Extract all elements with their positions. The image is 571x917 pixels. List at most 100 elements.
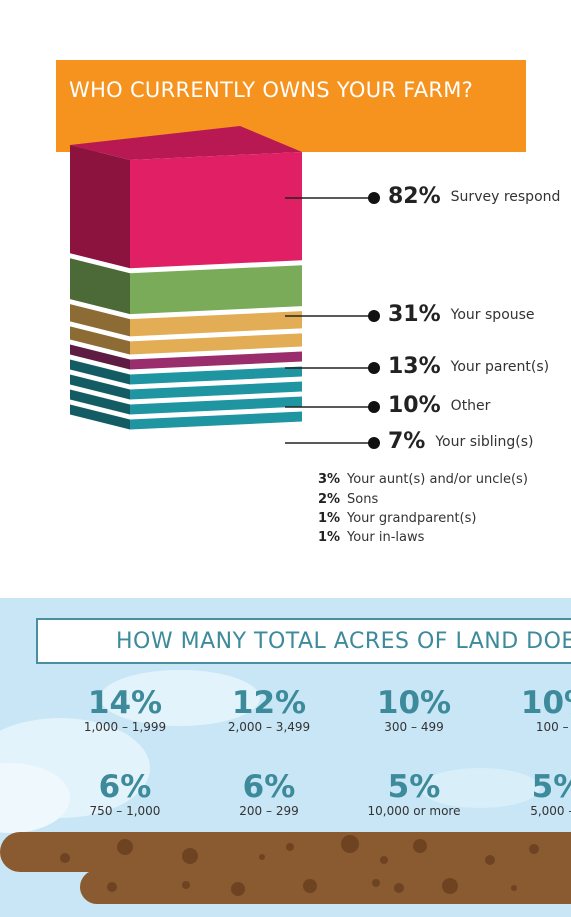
ground-spot <box>60 853 70 863</box>
bar-respondents <box>130 152 302 269</box>
acres-pct: 12% <box>231 685 307 721</box>
acres-stat-750-1000: 6% 750 – 1,000 <box>65 770 185 818</box>
owners-title: WHO CURRENTLY OWNS YOUR FARM? <box>69 78 474 102</box>
acres-stat-1000-1999: 14% 1,000 – 1,999 <box>65 686 185 734</box>
owner-pct-in-laws: 1% <box>318 530 341 545</box>
leader-parents-dot <box>368 362 380 374</box>
bar-parents <box>130 311 302 337</box>
acres-range: 200 – 299 <box>239 804 299 818</box>
acres-pct: 5% <box>531 769 571 805</box>
owner-row-grandparents: 1% Your grandparent(s) <box>318 511 476 526</box>
ground-spot <box>341 835 359 853</box>
bar-sons-side <box>70 374 130 400</box>
bar-siblings <box>130 351 302 370</box>
acres-title-box: HOW MANY TOTAL ACRES OF LAND DOES <box>36 618 571 664</box>
acres-pct: 10% <box>520 685 571 721</box>
owner-label-aunts-uncles: Your aunt(s) and/or uncle(s) <box>347 472 528 487</box>
leader-respondents-dot <box>368 192 380 204</box>
ground-spot <box>107 882 117 892</box>
owner-row-siblings: 7% Your sibling(s) <box>388 429 534 454</box>
ground-spot <box>511 885 517 891</box>
cloud-shape <box>420 768 540 808</box>
owner-pct-sons: 2% <box>318 492 341 507</box>
acres-stat-5000-7: 5% 5,000 – 7 <box>498 770 571 818</box>
owner-row-other: 10% Other <box>388 393 490 418</box>
owner-label-siblings: Your sibling(s) <box>435 433 534 450</box>
owner-label-sons: Sons <box>347 492 379 507</box>
acres-range: 750 – 1,000 <box>89 804 161 818</box>
bar-in-laws <box>130 411 302 430</box>
owner-label-grandparents: Your grandparent(s) <box>347 511 477 526</box>
owner-pct-other: 10% <box>388 393 441 418</box>
owner-row-sons: 2% Sons <box>318 492 378 507</box>
cloud-shape <box>0 763 70 833</box>
ground-spot <box>372 879 380 887</box>
ground-spot <box>286 843 294 851</box>
bar-other-side <box>70 326 130 355</box>
acres-stat-2000-3499: 12% 2,000 – 3,499 <box>209 686 329 734</box>
owner-row-spouse: 31% Your spouse <box>388 302 535 327</box>
ground-spot <box>380 856 388 864</box>
acres-range: 100 – 1 <box>535 720 571 734</box>
cloud-shape <box>100 670 260 726</box>
acres-pct: 6% <box>98 769 152 805</box>
owner-pct-grandparents: 1% <box>318 511 341 526</box>
acres-pct: 5% <box>387 769 441 805</box>
ground-strip <box>80 870 571 904</box>
acres-pct: 14% <box>87 685 163 721</box>
bar-siblings-side <box>70 344 130 370</box>
bar-grandparents-side <box>70 389 130 415</box>
owners-stack-chart <box>70 126 380 449</box>
bar-spouse-side <box>70 258 130 315</box>
acres-pct: 10% <box>376 685 452 721</box>
acres-range: 300 – 499 <box>384 720 444 734</box>
owner-row-parents: 13% Your parent(s) <box>388 354 549 379</box>
bar-respondents-side <box>70 145 130 269</box>
owner-pct-parents: 13% <box>388 354 441 379</box>
acres-range: 1,000 – 1,999 <box>83 720 167 734</box>
owner-row-aunts-uncles: 3% Your aunt(s) and/or uncle(s) <box>318 472 528 487</box>
bar-other <box>130 333 302 355</box>
owner-row-respondents: 82% Survey respond <box>388 184 560 209</box>
owners-title-banner: WHO CURRENTLY OWNS YOUR FARM? <box>56 60 526 152</box>
acres-range: 5,000 – 7 <box>530 804 571 818</box>
ground-spot <box>394 883 404 893</box>
ground-spot <box>303 879 317 893</box>
bar-aunts-uncles-side <box>70 359 130 385</box>
bar-parents-side <box>70 304 130 337</box>
ground-spot <box>117 839 133 855</box>
owner-label-spouse: Your spouse <box>450 306 535 323</box>
owner-label-parents: Your parent(s) <box>450 358 550 375</box>
ground-spot <box>442 878 458 894</box>
owner-label-in-laws: Your in-laws <box>347 530 425 545</box>
acres-stat-200-299: 6% 200 – 299 <box>209 770 329 818</box>
owner-pct-respondents: 82% <box>388 184 441 209</box>
acres-range: 2,000 – 3,499 <box>227 720 311 734</box>
leader-siblings-dot <box>368 437 380 449</box>
ground-spot <box>259 854 265 860</box>
ground-spot <box>413 839 427 853</box>
acres-title: HOW MANY TOTAL ACRES OF LAND DOES <box>116 629 571 654</box>
acres-section: HOW MANY TOTAL ACRES OF LAND DOES 14% 1,… <box>0 598 571 917</box>
bar-spouse <box>130 265 302 315</box>
ground-spot <box>182 848 198 864</box>
acres-pct: 6% <box>242 769 296 805</box>
acres-stat-10000-plus: 5% 10,000 or more <box>354 770 474 818</box>
ground-spot <box>231 882 245 896</box>
acres-stat-100-1: 10% 100 – 1 <box>498 686 571 734</box>
ground-spot <box>529 844 539 854</box>
bar-sons <box>130 381 302 400</box>
acres-range: 10,000 or more <box>367 804 461 818</box>
owner-pct-spouse: 31% <box>388 302 441 327</box>
bar-grandparents <box>130 396 302 415</box>
owner-pct-siblings: 7% <box>388 429 426 454</box>
bar-top-face <box>70 126 302 160</box>
bar-aunts-uncles <box>130 366 302 385</box>
bar-in-laws-side <box>70 404 130 430</box>
sky-ground-illustration <box>0 670 571 904</box>
leader-other-dot <box>368 401 380 413</box>
owner-label-other: Other <box>450 397 491 414</box>
ground-strip <box>0 832 571 872</box>
ground-spot <box>182 881 190 889</box>
owner-pct-aunts-uncles: 3% <box>318 472 341 487</box>
